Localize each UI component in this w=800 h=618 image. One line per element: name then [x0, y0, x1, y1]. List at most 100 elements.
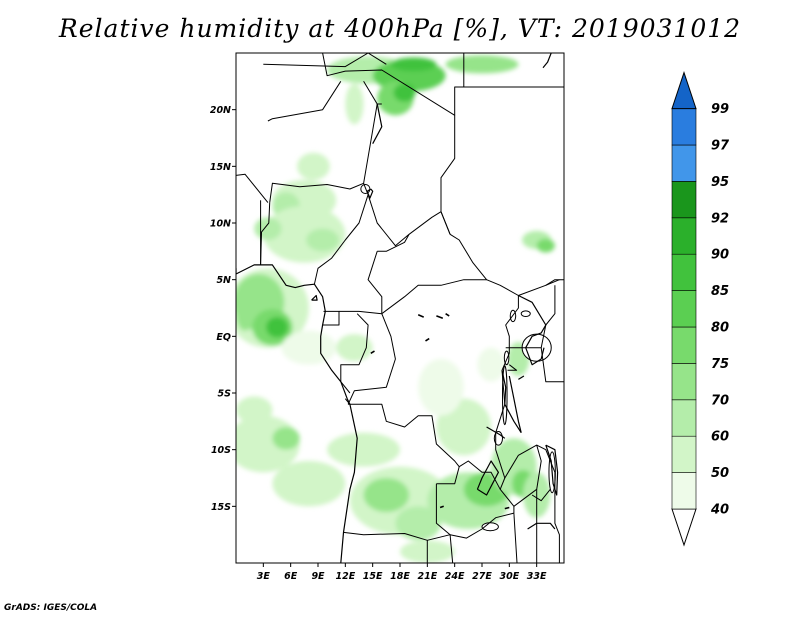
river-mark-5 — [439, 505, 444, 509]
coastline-9 — [476, 460, 499, 496]
humidity-patch-37 — [418, 359, 464, 416]
boundary-line-34 — [263, 53, 369, 68]
boundary-line-29 — [499, 488, 515, 514]
colorbar-over-triangle — [671, 71, 697, 110]
boundary-line-8 — [367, 194, 442, 247]
colorbar-segment-85 — [671, 253, 697, 291]
lat-tick-label: 15N — [210, 162, 231, 173]
humidity-patch-24 — [236, 396, 273, 424]
colorbar-segment-95 — [671, 144, 697, 182]
lon-tick-label: 27E — [472, 571, 492, 582]
lon-tick-label: 9E — [311, 571, 325, 582]
lat-tick-label: 5S — [218, 389, 232, 400]
coastline-6 — [501, 370, 522, 434]
boundary-line-33 — [545, 279, 564, 286]
map-area — [236, 53, 564, 563]
coastline-13 — [518, 375, 525, 380]
boundary-line-35 — [367, 53, 387, 65]
boundary-line-6 — [260, 202, 271, 265]
lat-tick-label: 5N — [216, 275, 231, 286]
boundary-line-32 — [507, 364, 518, 371]
boundary-line-25 — [536, 444, 560, 563]
colorbar-segment-75 — [671, 326, 697, 364]
humidity-patch-5 — [393, 83, 416, 102]
colorbar-label-60: 60 — [711, 430, 729, 445]
colorbar-segment-90 — [671, 217, 697, 255]
colorbar-label-40: 40 — [710, 503, 729, 518]
boundary-line-30 — [505, 285, 556, 349]
humidity-patch-7 — [297, 152, 330, 180]
coastline-12 — [542, 53, 552, 69]
grads-credit: GrADS: IGES/COLA — [4, 603, 98, 613]
boundary-line-3 — [269, 81, 378, 203]
colorbar-label-75: 75 — [711, 357, 729, 372]
colorbar-label-95: 95 — [711, 175, 729, 190]
lon-tick-label: 6E — [284, 571, 298, 582]
boundary-line-12 — [381, 279, 487, 315]
coastlines — [236, 53, 559, 563]
lon-tick-label: 33E — [527, 571, 547, 582]
humidity-patch-11 — [306, 228, 339, 252]
humidity-patch-18 — [266, 317, 288, 338]
humidity-patch-26 — [327, 432, 400, 467]
boundary-line-24 — [504, 444, 542, 507]
coastline-3 — [372, 103, 383, 144]
coastline-5 — [518, 294, 547, 366]
colorbar-segment-92 — [671, 181, 697, 219]
boundary-line-13 — [322, 310, 340, 326]
colorbar-segment-60 — [671, 399, 697, 437]
coastline-7 — [508, 375, 522, 433]
colorbar-label-80: 80 — [711, 321, 729, 336]
map-title: Relative humidity at 400hPa [%], VT: 201… — [58, 14, 742, 43]
humidity-patch-20 — [281, 330, 337, 365]
colorbar-label-97: 97 — [711, 139, 730, 154]
humidity-patch-3 — [445, 55, 519, 74]
boundary-line-36 — [454, 86, 564, 116]
lon-tick-label: 18E — [390, 571, 410, 582]
colorbar-label-92: 92 — [711, 211, 729, 226]
colorbar-segment-40 — [671, 472, 697, 510]
colorbar-label-90: 90 — [711, 248, 729, 263]
colorbar-segment-80 — [671, 290, 697, 328]
humidity-patch-23 — [272, 427, 300, 450]
colorbar-label-85: 85 — [711, 284, 729, 299]
boundary-line-2 — [236, 173, 269, 203]
humidity-patch-12 — [254, 217, 282, 241]
coastline-4 — [366, 188, 374, 199]
lon-tick-label: 21E — [417, 571, 437, 582]
river-mark-6 — [504, 506, 510, 510]
lat-tick-label: 20N — [210, 105, 231, 116]
humidity-patch-2 — [390, 57, 437, 72]
boundary-line-23 — [449, 534, 454, 563]
boundary-line-21 — [435, 483, 451, 536]
colorbar-segment-97 — [671, 108, 697, 146]
river-mark-4 — [370, 350, 375, 354]
humidity-patch-14 — [536, 238, 555, 253]
river-mark-2 — [445, 313, 450, 317]
lon-tick-label: 15E — [363, 571, 383, 582]
coastline-1 — [311, 294, 318, 301]
colorbar-label-99: 99 — [711, 102, 729, 117]
lat-tick-label: 15S — [211, 502, 231, 513]
colorbar-under-triangle — [671, 508, 697, 547]
coastline-11 — [486, 426, 506, 439]
colorbar-label-50: 50 — [711, 466, 729, 481]
coastline-8 — [545, 444, 559, 496]
longitude-axis: 3E 6E 9E 12E 15E 18E 21E 24E 27E 30E 33E — [257, 563, 547, 582]
humidity-patch-6 — [345, 83, 364, 125]
boundary-line-1 — [267, 81, 342, 122]
colorbar-label-70: 70 — [711, 393, 729, 408]
lon-tick-label: 24E — [445, 571, 465, 582]
boundary-line-31 — [540, 347, 564, 383]
boundary-line-11 — [367, 251, 383, 314]
coastline-10 — [527, 522, 556, 530]
colorbar-segment-70 — [671, 363, 697, 401]
humidity-patch-38 — [477, 347, 505, 382]
lake-7 — [520, 310, 531, 317]
lat-tick-label: 10N — [210, 219, 231, 230]
humidity-patch-28 — [363, 478, 410, 512]
lon-tick-label: 30E — [499, 571, 519, 582]
river-mark-0 — [417, 314, 425, 318]
humidity-patch-29 — [395, 506, 441, 541]
